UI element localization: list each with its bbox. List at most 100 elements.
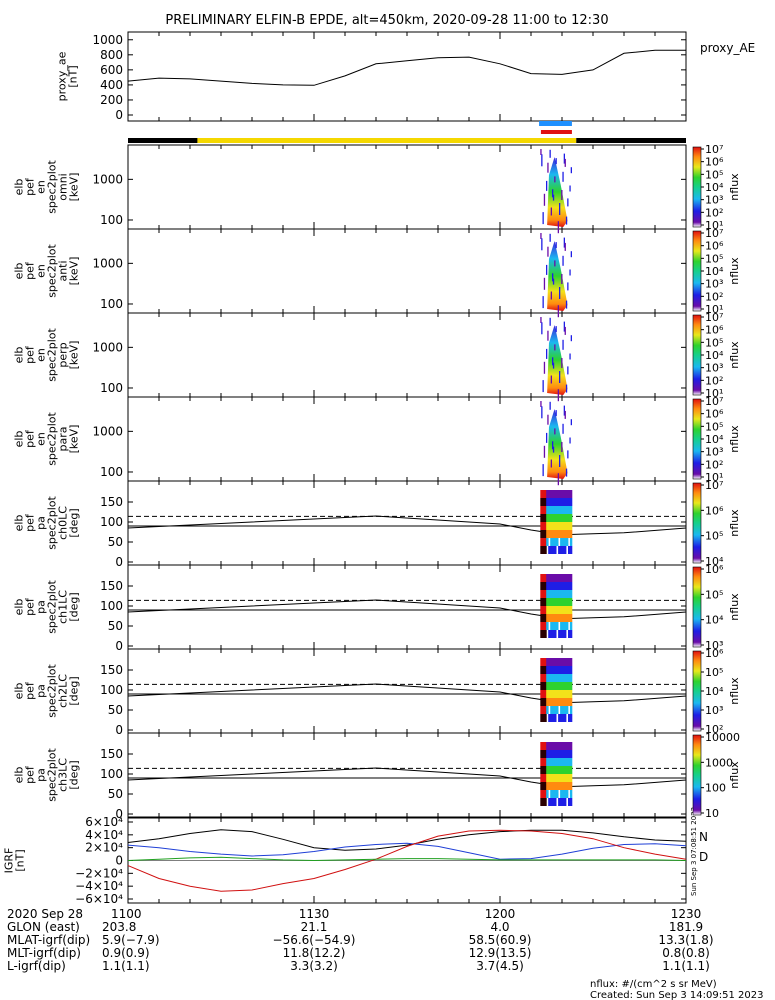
pa-panel-2-pa-cell <box>564 614 567 622</box>
pa-panel-3-pa-cell <box>562 690 565 698</box>
spec-panel-4-flux-speck <box>563 405 565 416</box>
pa-panel-3-ytick-label: 150 <box>100 663 123 677</box>
pa-panel-1-pa-cell <box>540 546 543 554</box>
ae-ylabel-line: proxy_ae <box>56 51 69 101</box>
pa-panel-1-pa-cell <box>562 546 565 554</box>
pa-panel-1-cb-label: 10⁴ <box>705 555 724 568</box>
pa-panel-1-pa-cell <box>540 530 543 538</box>
pa-panel-1-ylabel-line: elb <box>13 515 26 532</box>
pa-panel-2-pa-cell <box>569 614 573 622</box>
spec-panel-4-cb-label: 10⁷ <box>705 395 723 408</box>
pa-panel-2-pa-cell <box>564 606 567 614</box>
pa-panel-1-pa-cell <box>568 530 571 538</box>
pa-panel-3-colorbar <box>692 650 702 732</box>
pa-panel-3-pa-cell <box>558 682 561 690</box>
pa-panel-3-pa-cell <box>552 674 555 682</box>
pa-panel-1-pa-cell <box>550 498 553 506</box>
pa-panel-1-pa-cell <box>569 538 573 546</box>
spec-panel-1-ylabel: elbpefenspec2plotomni[keV] <box>13 160 81 214</box>
pa-panel-4-pa-cell <box>558 766 561 774</box>
pa-panel-1-colorbar <box>692 482 702 564</box>
footer-mlat-value: 13.3(1.8) <box>658 933 713 947</box>
footer-mlt-value: 12.9(13.5) <box>469 946 532 960</box>
pa-panel-1-pa-cell <box>569 530 573 538</box>
pa-panel-2-pa-cell <box>560 606 563 614</box>
spec-panel-2-ylabel-line: pef <box>24 261 37 280</box>
spec-panel-2-flux-speck <box>546 264 548 275</box>
pa-panel-1-pa-cell <box>546 490 549 498</box>
pa-panel-3-pa-cell <box>560 658 563 666</box>
pa-panel-4-ytick-label: 0 <box>115 807 123 821</box>
pa-panel-3-pa-cell <box>540 690 543 698</box>
spec-panel-1-flux-speck <box>542 212 544 225</box>
pa-panel-3-pa-cell <box>546 674 549 682</box>
pa-panel-4-pa-cell <box>544 758 547 766</box>
pa-panel-4-pa-cell <box>560 774 563 782</box>
pa-panel-3-pa-cell <box>569 690 573 698</box>
pa-panel-2-pa-cell <box>560 582 563 590</box>
pa-panel-2-pa-cell <box>568 606 571 614</box>
pa-panel-3-pa-cell <box>560 690 563 698</box>
spec-panel-2-flux-speck <box>567 282 569 291</box>
pa-panel-2-pa-cell <box>546 606 549 614</box>
ae-legend-label: proxy_AE <box>700 41 755 55</box>
spec-panel-3-cb-label: 10² <box>705 374 723 387</box>
pa-panel-4-cb-label: 1000 <box>705 756 733 769</box>
pa-panel-1-pa-cell <box>540 514 543 522</box>
pa-panel-3-pa-cell <box>564 690 567 698</box>
pa-panel-1-pa-cell <box>540 498 543 506</box>
pa-panel-4-cb-label: 10000 <box>705 731 740 744</box>
pa-panel-4-pa-cell <box>566 742 569 750</box>
pa-panel-2-pa-cell <box>566 598 569 606</box>
pa-panel-3-pa-cell <box>562 698 565 706</box>
pa-panel-3-pa-cell <box>548 666 551 674</box>
pa-panel-3-pa-cell <box>544 698 547 706</box>
spec-panel-2-flux-speck <box>570 251 572 258</box>
spec-panel-1-cb-label: 10⁵ <box>705 168 723 181</box>
pa-panel-2-pa-cell <box>562 598 565 606</box>
pa-panel-2-ylabel-line: pef <box>24 597 37 616</box>
spec-panel-4-flux-speck <box>555 410 557 417</box>
pa-panel-2-pa-cell <box>548 630 551 638</box>
pa-panel-4-pa-cell <box>558 758 561 766</box>
pa-panel-4-pa-cell <box>552 742 555 750</box>
pa-panel-4-pa-cell <box>556 758 559 766</box>
pa-panel-3-pa-cell <box>554 666 557 674</box>
spec-panel-1-flux-speck <box>562 171 564 182</box>
pa-panel-1-pa-cell <box>556 490 559 498</box>
pa-panel-2-frame <box>127 564 687 650</box>
pa-panel-2-pa-cell <box>569 622 573 630</box>
igrf-ytick-label: 4×10⁴ <box>85 828 123 842</box>
pa-panel-3-pa-cell <box>566 658 569 666</box>
spec-panel-1-cb-label: 10⁴ <box>705 181 724 194</box>
pa-panel-2-pa-cell <box>554 622 557 630</box>
spec-panel-3-flux-speck <box>547 330 549 341</box>
spec-panel-1-ylabel-line: omni <box>57 173 70 200</box>
pa-panel-2-pa-cell <box>540 614 543 622</box>
pa-panel-3-cb-label: 10⁶ <box>705 647 724 660</box>
spec-panel-1-ytick-label: 1000 <box>92 172 123 186</box>
pa-panel-2-pa-cell <box>550 590 553 598</box>
pa-panel-4-pa-cell <box>540 750 543 758</box>
pa-panel-2-pa-cell <box>542 606 545 614</box>
pa-panel-4-pa-cell <box>554 774 557 782</box>
pa-panel-4-ylabel: elbpefpaspec2plotch3LC[deg] <box>13 748 81 802</box>
pa-panel-4-pa-cell <box>564 742 567 750</box>
pa-panel-3-cb-label: 10⁵ <box>705 666 723 679</box>
pa-panel-4-pa-cell <box>560 758 563 766</box>
pa-panel-3-pa-cell <box>569 674 573 682</box>
spec-panel-4-cb-label: 10² <box>705 458 723 471</box>
spec-panel-4-flux-speck <box>567 450 569 459</box>
pa-panel-1-pa-cell <box>564 514 567 522</box>
pa-panel-1-pa-cell <box>558 530 561 538</box>
pa-panel-1-ytick-label: 0 <box>115 555 123 569</box>
pa-panel-2-cb-label: 10⁶ <box>705 563 724 576</box>
pa-panel-1-pa-cell <box>542 498 545 506</box>
data-marks <box>127 49 687 892</box>
pa-panel-1-pa-cell <box>542 546 545 554</box>
pa-panel-3-pa-cell <box>554 690 557 698</box>
pa-panel-3-pa-cell <box>564 698 567 706</box>
spec-panel-4-cb-label: 10⁴ <box>705 433 724 446</box>
pa-panel-4-pa-cell <box>566 758 569 766</box>
ae-ytick-label: 600 <box>100 63 123 77</box>
